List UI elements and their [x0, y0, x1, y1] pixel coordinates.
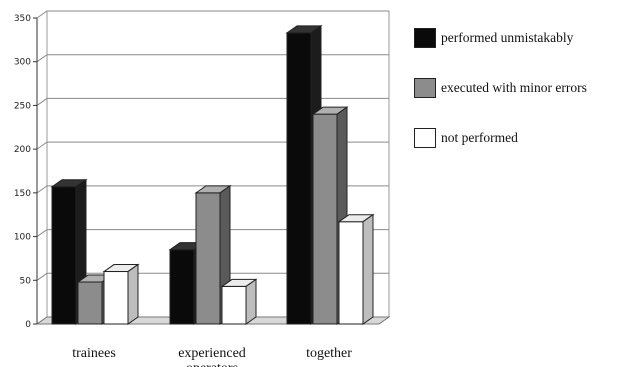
- bar-front: [103, 271, 129, 325]
- legend-swatch-gray: [414, 78, 436, 98]
- gridline: [36, 272, 389, 281]
- y-tick-label: 0: [25, 320, 31, 330]
- y-tick-label: 100: [14, 233, 31, 243]
- legend-swatch-white: [414, 128, 436, 148]
- bar-front: [338, 221, 364, 325]
- bar: [220, 278, 258, 325]
- bar-side: [245, 278, 257, 325]
- bars: [50, 24, 375, 325]
- y-tick-label: 200: [14, 145, 31, 155]
- bar-front: [169, 249, 195, 325]
- bar: [102, 263, 140, 325]
- gridline: [36, 229, 389, 237]
- y-tick-label: 250: [14, 101, 31, 111]
- gridline: [36, 141, 389, 150]
- legend-label: executed with minor errors: [441, 80, 587, 95]
- bar-side: [127, 263, 139, 325]
- y-tick-label: 150: [14, 189, 31, 199]
- bar-front: [312, 113, 338, 325]
- legend-swatch-black: [414, 28, 436, 48]
- y-tick-label: 350: [14, 14, 31, 24]
- y-tick-label: 300: [14, 58, 31, 68]
- legend-label: performed unmistakably: [441, 30, 574, 45]
- gridline: [36, 185, 389, 194]
- bar-front: [51, 186, 77, 325]
- y-tick-label: 50: [20, 276, 32, 286]
- bar-front: [221, 285, 247, 325]
- bar-side: [362, 213, 374, 325]
- bar-front: [195, 192, 221, 325]
- axes: 0 50 100 150 200 250 300 350 trainees experienced…: [14, 14, 352, 367]
- bar-front: [286, 32, 312, 325]
- gridline: [36, 54, 389, 63]
- category-label: trainees: [72, 346, 116, 361]
- bar: [50, 178, 88, 325]
- bar-front: [77, 281, 103, 325]
- category-label: operators: [186, 361, 238, 367]
- legend-label: not performed: [441, 130, 518, 145]
- gridline: [36, 97, 389, 106]
- bar: [337, 213, 375, 325]
- gridline: [36, 10, 389, 19]
- category-label: experienced: [178, 346, 246, 361]
- category-label: together: [306, 346, 352, 361]
